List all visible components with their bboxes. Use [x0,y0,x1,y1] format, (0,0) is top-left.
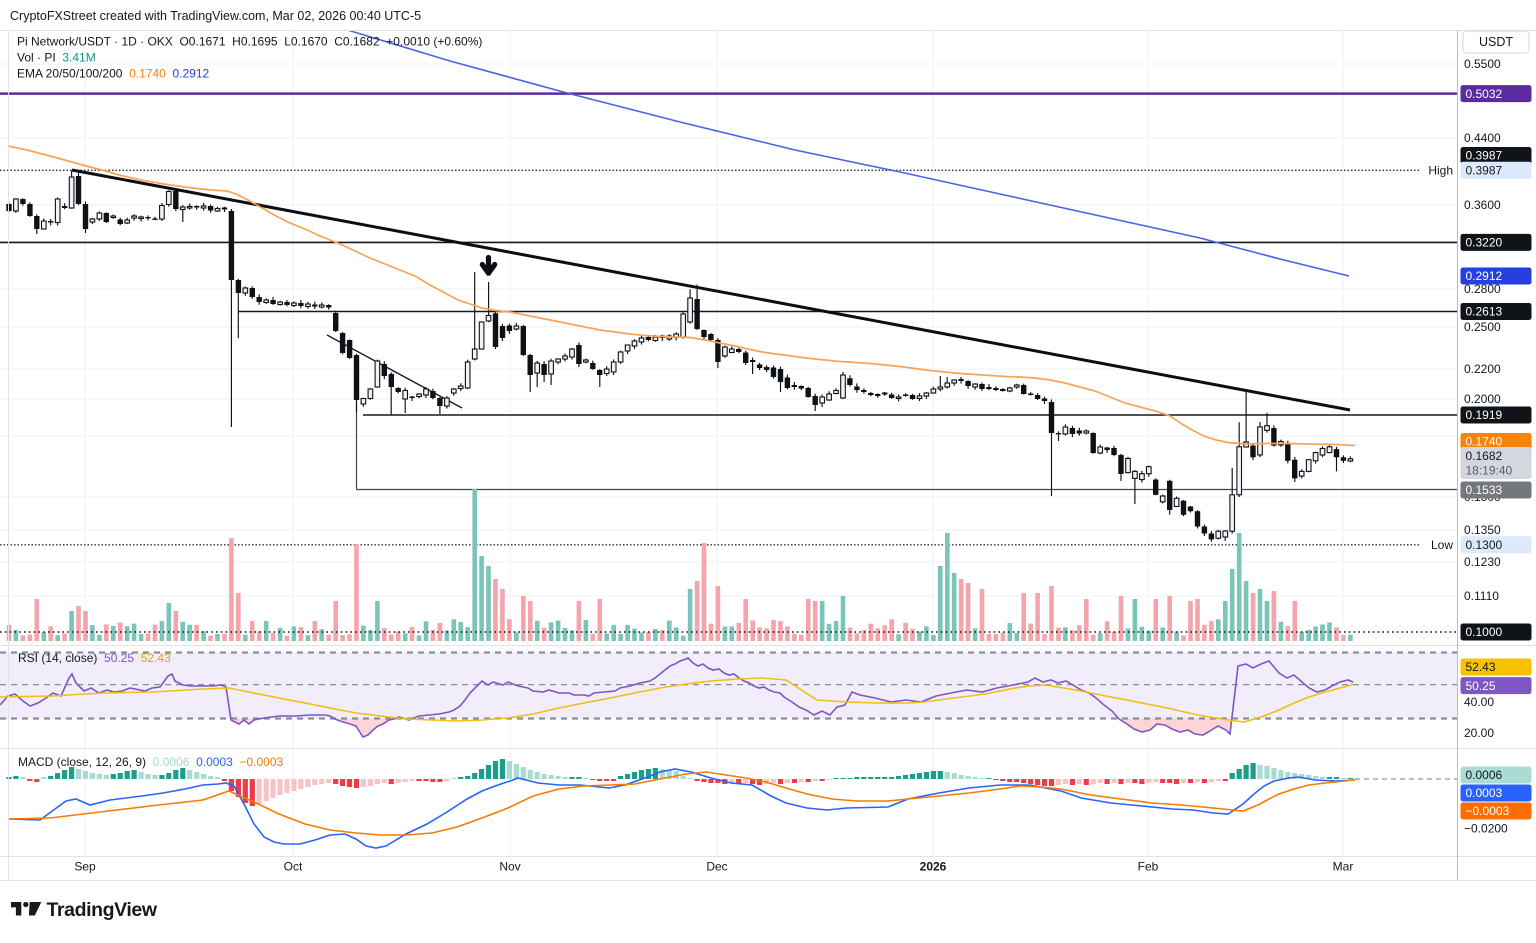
svg-text:0.2200: 0.2200 [1464,362,1501,376]
svg-text:0.1000: 0.1000 [1466,625,1503,639]
svg-text:20.00: 20.00 [1464,726,1494,740]
svg-text:0.4400: 0.4400 [1464,131,1501,145]
svg-text:EMA 20/50/100/200 0.1740 0.2: EMA 20/50/100/200 0.1740 0.2912 [17,67,209,81]
svg-text:0.3987: 0.3987 [1466,149,1503,163]
svg-text:Nov: Nov [499,860,520,874]
svg-text:0.1350: 0.1350 [1464,523,1501,537]
svg-text:0.3600: 0.3600 [1464,198,1501,212]
svg-text:CryptoFXStreet created with Tr: CryptoFXStreet created with TradingView.… [10,9,421,23]
svg-text:Vol · PI 3.41M: Vol · PI 3.41M [17,51,96,65]
svg-text:Sep: Sep [74,860,96,874]
svg-text:Pi Network/USDT · 1D · OKX O0: Pi Network/USDT · 1D · OKX O0.1671 H0.16… [17,35,482,49]
svg-text:USDT: USDT [1479,35,1513,49]
svg-text:0.5500: 0.5500 [1464,57,1501,71]
svg-text:Mar: Mar [1333,860,1354,874]
svg-text:Dec: Dec [706,860,727,874]
svg-text:0.1110: 0.1110 [1464,589,1499,603]
svg-text:0.1230: 0.1230 [1464,555,1501,569]
svg-text:0.2912: 0.2912 [1466,269,1503,283]
svg-text:2026: 2026 [920,860,947,874]
svg-text:0.1740: 0.1740 [1466,435,1503,449]
svg-text:0.3987: 0.3987 [1466,164,1503,178]
svg-text:40.00: 40.00 [1464,695,1494,709]
svg-text:52.43: 52.43 [1466,660,1496,674]
svg-text:18:19:40: 18:19:40 [1466,464,1513,478]
svg-text:High: High [1428,163,1453,177]
svg-text:0.2613: 0.2613 [1466,305,1503,319]
svg-text:Oct: Oct [284,860,303,874]
svg-text:0.1682: 0.1682 [1466,449,1503,463]
svg-text:Low: Low [1431,538,1453,552]
svg-text:Feb: Feb [1138,860,1159,874]
svg-text:0.1533: 0.1533 [1466,483,1503,497]
svg-text:0.2000: 0.2000 [1464,392,1501,406]
svg-text:50.25: 50.25 [1466,679,1496,693]
svg-text:0.1919: 0.1919 [1466,408,1503,422]
svg-text:−0.0003: −0.0003 [1466,804,1510,818]
svg-text:0.1300: 0.1300 [1466,538,1503,552]
svg-text:0.0006: 0.0006 [1466,768,1503,782]
svg-text:0.5032: 0.5032 [1466,87,1503,101]
svg-text:TradingView: TradingView [47,899,158,921]
svg-text:0.0003: 0.0003 [1466,786,1503,800]
svg-text:0.2500: 0.2500 [1464,320,1501,334]
svg-text:0.3220: 0.3220 [1466,236,1503,250]
svg-text:RSI (14, close) 50.25 52.43: RSI (14, close) 50.25 52.43 [18,651,171,665]
svg-text:−0.0200: −0.0200 [1464,822,1508,836]
svg-text:MACD (close, 12, 26, 9) 0.000: MACD (close, 12, 26, 9) 0.0006 0.0003 −0… [18,755,284,769]
